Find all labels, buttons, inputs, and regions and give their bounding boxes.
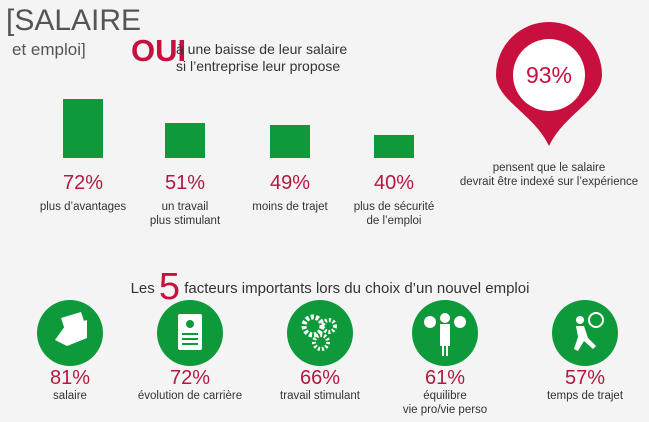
title: [SALAIRE [6,4,142,37]
location-pin [496,22,602,146]
factor-label: temps de trajet [546,390,624,402]
factor-value: 81% [49,367,91,389]
factor-icon [552,300,618,366]
icon-graphic [157,300,223,366]
value-label: 72% [62,172,104,194]
factor-label: salaire [53,390,87,402]
chart-title: à une baisse de leur salaire si l’entrep… [176,41,348,74]
icon-graphic [412,300,478,366]
icon-graphic [287,300,353,366]
bar [270,125,310,158]
factor-icon [287,300,353,366]
factor-value: 72% [169,367,211,389]
category-label: plus de sécurité de l’emploi [353,201,435,227]
factors-title-start: Les [130,280,155,297]
bar [165,122,205,158]
category-label: moins de trajet [252,201,328,213]
factors-count: 5 [158,266,181,308]
highlight-caption: pensent que le salaire devrait être inde… [459,162,639,188]
value-label: 49% [269,172,311,194]
factor-label: évolution de carrière [137,390,243,402]
factor-label: équilibre vie pro/vie perso [402,390,488,416]
value-label: 40% [373,172,415,194]
factor-icon [412,300,478,366]
highlight-value: 93% [525,62,573,88]
category-label: plus d’avantages [39,201,127,213]
icon-graphic [552,300,618,366]
factor-icon [37,300,103,366]
factor-value: 66% [299,367,341,389]
factor-icon [157,300,223,366]
pin-hole [513,39,585,111]
factor-value: 61% [424,367,466,389]
factors-title-end: facteurs importants lors du choix d’un n… [184,280,530,297]
bar [63,99,103,158]
category-label: un travail plus stimulant [149,201,221,227]
bar [374,135,414,158]
subtitle: et emploi] [12,40,86,59]
value-label: 51% [164,172,206,194]
factor-value: 57% [564,367,606,389]
factor-label: travail stimulant [280,390,360,402]
chart-title-emphasis: OUI [131,33,187,68]
icon-graphic [37,300,103,366]
factors-title: Les 5 facteurs importants lors du choix … [131,266,530,309]
